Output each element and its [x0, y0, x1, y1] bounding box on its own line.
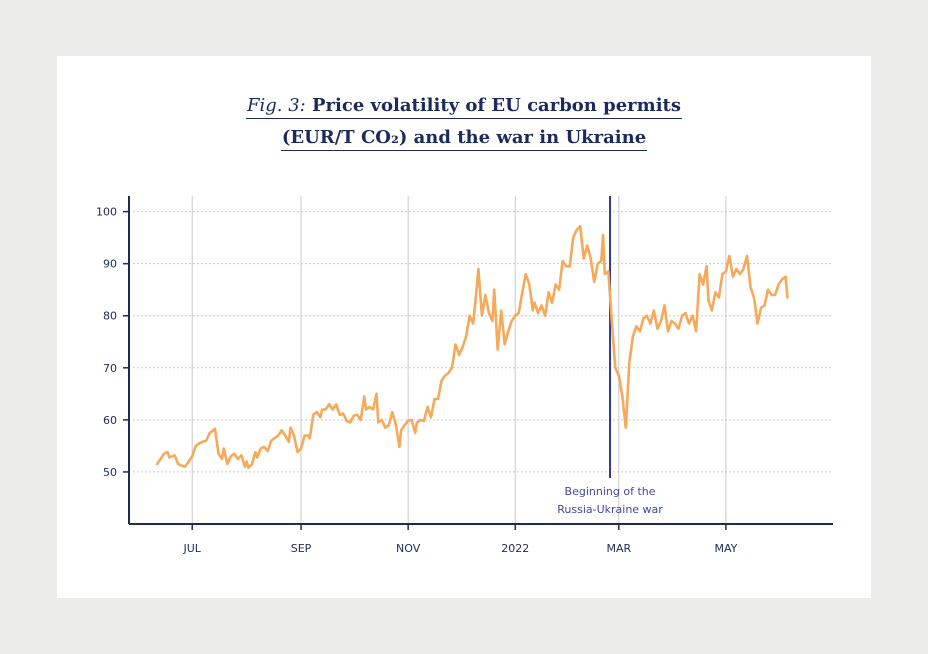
- grid: [133, 196, 833, 524]
- axes: [123, 196, 833, 530]
- chart-title: Fig. 3: Price volatility of EU carbon pe…: [57, 90, 871, 154]
- x-tick-label: MAY: [714, 542, 737, 555]
- x-tick-label: NOV: [396, 542, 421, 555]
- event-marker: Beginning of the Russia-Ukraine war: [557, 196, 663, 516]
- x-tick-label: 2022: [501, 542, 529, 555]
- figure-label: Fig. 3:: [247, 95, 306, 116]
- y-tick-label: 100: [96, 206, 117, 219]
- y-tick-label: 60: [103, 414, 117, 427]
- x-tick-label: MAR: [606, 542, 631, 555]
- y-tick-label: 80: [103, 310, 117, 323]
- price-line: [155, 224, 789, 470]
- title-text-1: Price volatility of EU carbon permits: [312, 95, 681, 116]
- series-layer: [155, 224, 789, 470]
- event-label-line-1: Beginning of the: [565, 485, 656, 498]
- tick-labels: 50 60 70 80 90 100 JUL SEP NOV 2022 MAR MAY: [96, 206, 738, 555]
- y-tick-label: 90: [103, 258, 117, 271]
- title-line-1: Fig. 3: Price volatility of EU carbon pe…: [246, 94, 682, 119]
- y-tick-label: 70: [103, 362, 117, 375]
- title-line-2: (EUR/T CO₂) and the war in Ukraine: [280, 126, 648, 151]
- line-chart: Beginning of the Russia-Ukraine war 50 60 7…: [96, 196, 833, 555]
- y-tick-label: 50: [103, 466, 117, 479]
- x-tick-label: JUL: [182, 542, 201, 555]
- x-tick-label: SEP: [291, 542, 312, 555]
- event-label-line-2: Russia-Ukraine war: [557, 503, 663, 516]
- figure-card: Fig. 3: Price volatility of EU carbon pe…: [57, 56, 871, 598]
